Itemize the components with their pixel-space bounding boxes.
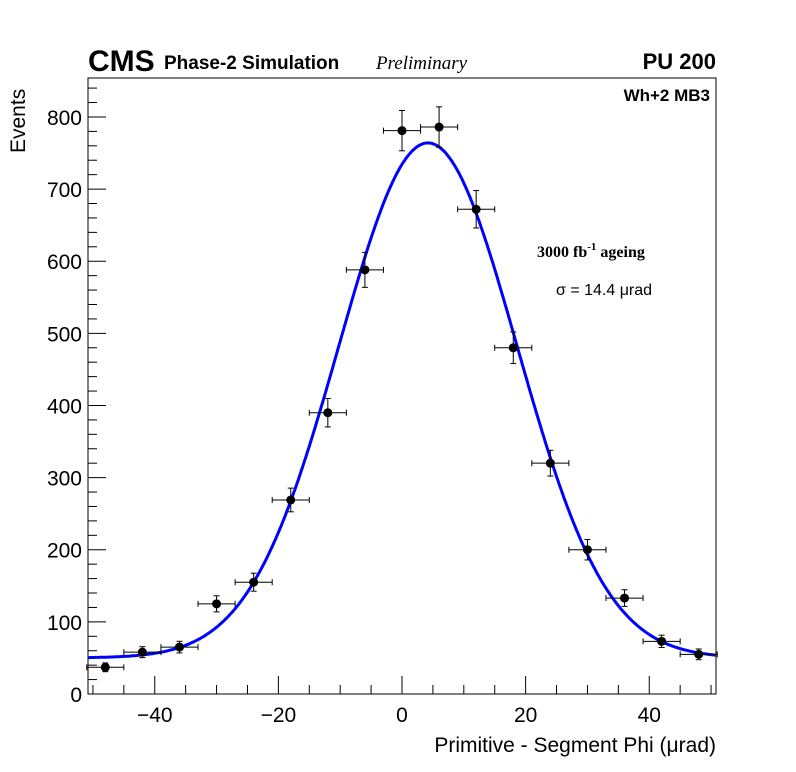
y-tick-label: 700: [47, 179, 82, 202]
data-marker: [545, 458, 555, 468]
data-point: [345, 251, 384, 288]
y-tick-label: 0: [70, 684, 82, 707]
data-marker: [694, 649, 704, 659]
data-point: [308, 397, 347, 428]
data-marker: [137, 647, 147, 657]
ageing-label: 3000 fb-1 ageing: [537, 241, 645, 261]
data-marker: [174, 642, 184, 652]
data-point: [420, 106, 459, 148]
data-point: [457, 190, 496, 229]
cms-label: CMS: [88, 45, 155, 78]
y-tick-label: 400: [47, 395, 82, 418]
x-tick-label: −40: [137, 704, 173, 727]
preliminary-label: Preliminary: [375, 53, 468, 74]
data-point: [86, 662, 125, 673]
pileup-label: PU 200: [643, 49, 716, 74]
data-marker: [286, 495, 296, 505]
data-point: [568, 539, 607, 561]
fit-curve: [88, 141, 716, 660]
data-marker: [434, 122, 444, 132]
simulation-label: Phase-2 Simulation: [164, 53, 339, 74]
data-marker: [100, 662, 110, 672]
x-axis-label: Primitive - Segment Phi (μrad): [434, 734, 716, 757]
y-tick-label: 800: [47, 107, 82, 130]
data-marker: [620, 593, 630, 603]
sigma-label: σ = 14.4 μrad: [556, 282, 652, 299]
x-tick-label: −20: [261, 704, 297, 727]
y-tick-label: 100: [47, 612, 82, 635]
data-marker: [360, 265, 370, 275]
data-marker: [508, 343, 518, 353]
data-point: [271, 487, 310, 513]
data-marker: [657, 636, 667, 646]
data-marker: [582, 545, 592, 555]
y-tick-label: 200: [47, 540, 82, 563]
data-point: [494, 331, 533, 365]
data-marker: [397, 126, 407, 136]
data-point: [197, 595, 236, 613]
data-marker: [323, 408, 333, 418]
data-point: [160, 640, 199, 654]
station-label: Wh+2 MB3: [624, 86, 710, 105]
data-marker: [212, 599, 222, 609]
data-point: [382, 109, 422, 152]
y-tick-label: 500: [47, 323, 82, 346]
data-marker: [471, 204, 481, 214]
y-tick-label: 300: [47, 468, 82, 491]
data-point: [679, 648, 718, 661]
y-axis-label: Events: [7, 89, 30, 153]
data-point: [642, 634, 681, 649]
data-point: [531, 449, 570, 477]
x-tick-label: 0: [396, 704, 408, 727]
x-tick-label: 20: [514, 704, 537, 727]
x-tick-label: 40: [638, 704, 661, 727]
data-point: [234, 572, 273, 592]
y-tick-label: 600: [47, 251, 82, 274]
data-point: [605, 589, 644, 607]
data-point: [123, 646, 162, 659]
data-marker: [249, 577, 259, 587]
